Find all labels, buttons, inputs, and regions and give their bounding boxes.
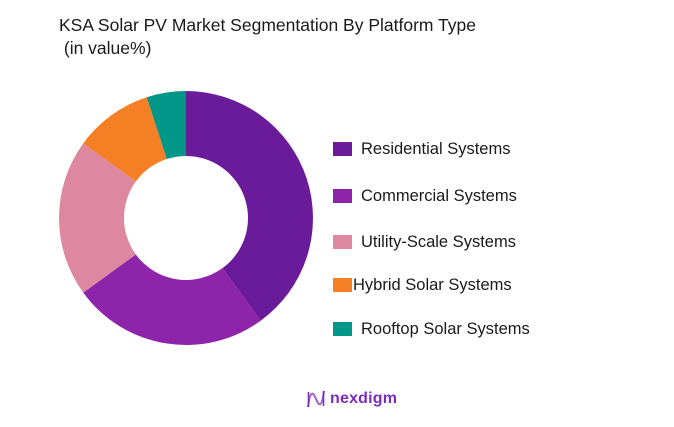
donut-slice-hybrid-solar-systems — [83, 97, 167, 182]
chart-subtitle: (in value%) — [59, 38, 152, 58]
legend-item-hybrid-solar: Hybrid Solar Systems — [333, 275, 512, 295]
legend-swatch — [333, 235, 352, 249]
donut-slice-rooftop-solar-systems — [146, 91, 186, 160]
donut-slice-commercial-systems — [83, 254, 261, 345]
donut-slice-residential-systems — [186, 91, 313, 321]
legend-item-utility-scale: Utility-Scale Systems — [333, 232, 516, 252]
legend-label: Hybrid Solar Systems — [353, 275, 512, 294]
legend-label: Utility-Scale Systems — [361, 232, 516, 251]
legend-label: Commercial Systems — [361, 186, 517, 205]
chart-title: KSA Solar PV Market Segmentation By Plat… — [59, 15, 476, 35]
legend-label: Rooftop Solar Systems — [361, 319, 530, 338]
legend-swatch — [333, 189, 352, 203]
legend-item-rooftop-solar: Rooftop Solar Systems — [333, 319, 530, 339]
legend-swatch — [333, 142, 352, 156]
legend-label: Residential Systems — [361, 139, 511, 158]
legend-swatch — [333, 278, 352, 292]
nexdigm-logo: nexdigm — [307, 389, 397, 409]
legend-item-commercial: Commercial Systems — [333, 186, 517, 206]
legend-item-residential: Residential Systems — [333, 139, 510, 159]
donut-slice-utility-scale-systems — [59, 143, 136, 293]
legend-swatch — [333, 322, 352, 336]
nexdigm-wave-icon — [307, 390, 325, 408]
logo-text: nexdigm — [330, 390, 398, 407]
